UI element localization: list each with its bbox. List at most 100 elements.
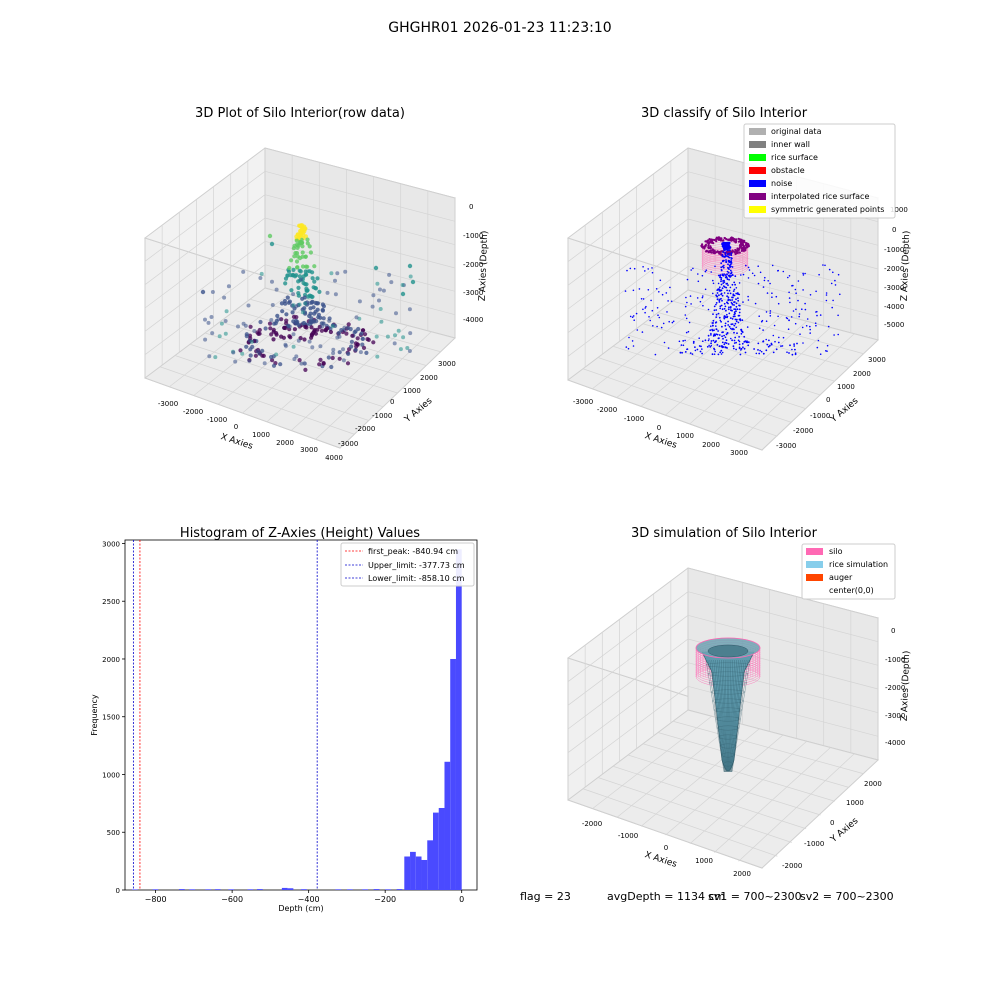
- noise-point: [733, 311, 736, 314]
- noise-point: [747, 277, 750, 279]
- histogram-bars: [131, 549, 462, 890]
- noise-point: [738, 311, 741, 314]
- noise-point: [698, 337, 700, 340]
- scatter-point: [296, 338, 301, 343]
- noise-point: [754, 302, 757, 305]
- noise-point: [809, 294, 812, 296]
- legend-box: [801, 543, 896, 600]
- noise-point: [735, 302, 738, 305]
- rice-cone: [701, 651, 755, 772]
- rice-mesh-line: [728, 659, 730, 773]
- noise-point: [723, 273, 725, 275]
- z-tick: -1000: [463, 232, 483, 240]
- noise-point: [739, 353, 742, 356]
- noise-point: [787, 276, 789, 279]
- scatter-point: [203, 337, 208, 342]
- noise-point: [722, 259, 724, 262]
- noise-point: [727, 267, 730, 270]
- interpolated-point: [740, 247, 744, 250]
- z-tick: -2000: [885, 684, 905, 692]
- noise-point: [658, 291, 660, 293]
- noise-point: [788, 297, 791, 299]
- noise-point: [720, 266, 723, 269]
- noise-point: [648, 316, 650, 318]
- noise-point: [822, 264, 824, 266]
- x-tick: -3000: [158, 400, 178, 408]
- interpolated-point: [711, 248, 714, 251]
- histogram-bar: [281, 887, 288, 890]
- scatter-point: [354, 315, 359, 320]
- y-tick: 0: [390, 398, 394, 406]
- noise-point: [667, 347, 670, 349]
- grid-line: [689, 740, 807, 845]
- scatter-point: [276, 317, 281, 322]
- scatter-point: [308, 319, 313, 324]
- grid-line: [687, 614, 879, 666]
- scatter-point: [288, 273, 293, 278]
- noise-point: [818, 273, 820, 276]
- noise-point: [724, 274, 727, 276]
- noise-point: [797, 280, 800, 282]
- interpolated-point: [707, 247, 710, 250]
- z-ticks: 0 -1000 -2000 -3000 -4000: [463, 203, 483, 324]
- interpolated-point: [708, 238, 711, 241]
- x-ticks: -3000 -2000 -1000 0 1000 2000 3000 4000: [158, 400, 343, 462]
- noise-point: [778, 336, 780, 339]
- noise-point: [711, 353, 714, 356]
- noise-point: [734, 315, 736, 318]
- scatter-point: [303, 367, 308, 372]
- scatter-point: [297, 358, 302, 363]
- scatter-point: [392, 341, 397, 346]
- noise-point: [757, 349, 759, 351]
- noise-point: [789, 344, 791, 347]
- noise-point: [748, 269, 751, 271]
- legend: first_peak: -840.94 cm Upper_limit: -377…: [340, 542, 475, 587]
- noise-point: [654, 353, 657, 356]
- noise-point: [682, 340, 685, 342]
- noise-point: [685, 331, 688, 334]
- noise-point: [732, 304, 734, 306]
- scatter-point: [302, 337, 307, 342]
- noise-point: [723, 255, 725, 258]
- scatter-point: [294, 354, 299, 359]
- noise-point: [730, 323, 733, 326]
- scatter-point: [285, 273, 290, 278]
- grid-line: [249, 298, 441, 353]
- legend-swatch: [806, 574, 823, 581]
- pane-floor: [143, 287, 456, 449]
- y-tick: 2000: [864, 780, 882, 788]
- noise-point: [666, 311, 668, 313]
- scatter-point: [373, 265, 379, 271]
- grid-line: [672, 720, 864, 775]
- scatter-point: [339, 328, 344, 333]
- scatter-point: [298, 223, 303, 229]
- noise-point: [839, 293, 841, 296]
- noise-point: [721, 341, 724, 344]
- noise-point: [629, 315, 632, 318]
- scatter-point: [321, 316, 326, 321]
- noise-point: [745, 264, 747, 267]
- interpolated-point: [739, 243, 742, 246]
- noise-point: [722, 280, 724, 282]
- noise-point: [714, 265, 716, 268]
- y-ticks: 2000 1000 0 -1000 -2000: [782, 780, 882, 870]
- noise-point: [728, 246, 732, 249]
- status-flag: flag = 23: [520, 890, 571, 903]
- noise-point: [730, 254, 733, 257]
- noise-point: [719, 275, 721, 277]
- rice-mesh-line: [731, 659, 747, 773]
- rice-mesh-line: [731, 659, 751, 773]
- noise-point: [794, 353, 797, 356]
- noise-point: [771, 264, 774, 267]
- interpolated-point: [738, 238, 741, 241]
- scatter-point: [280, 309, 285, 314]
- scatter-point: [407, 263, 413, 269]
- noise-point: [709, 346, 712, 348]
- noise-point: [728, 298, 730, 301]
- noise-point: [723, 242, 726, 245]
- y-tick: 1000: [846, 799, 864, 807]
- noise-point: [625, 346, 628, 348]
- x-axis-label: X Axies: [643, 431, 678, 451]
- noise-point: [732, 315, 735, 318]
- noise-point: [729, 249, 731, 252]
